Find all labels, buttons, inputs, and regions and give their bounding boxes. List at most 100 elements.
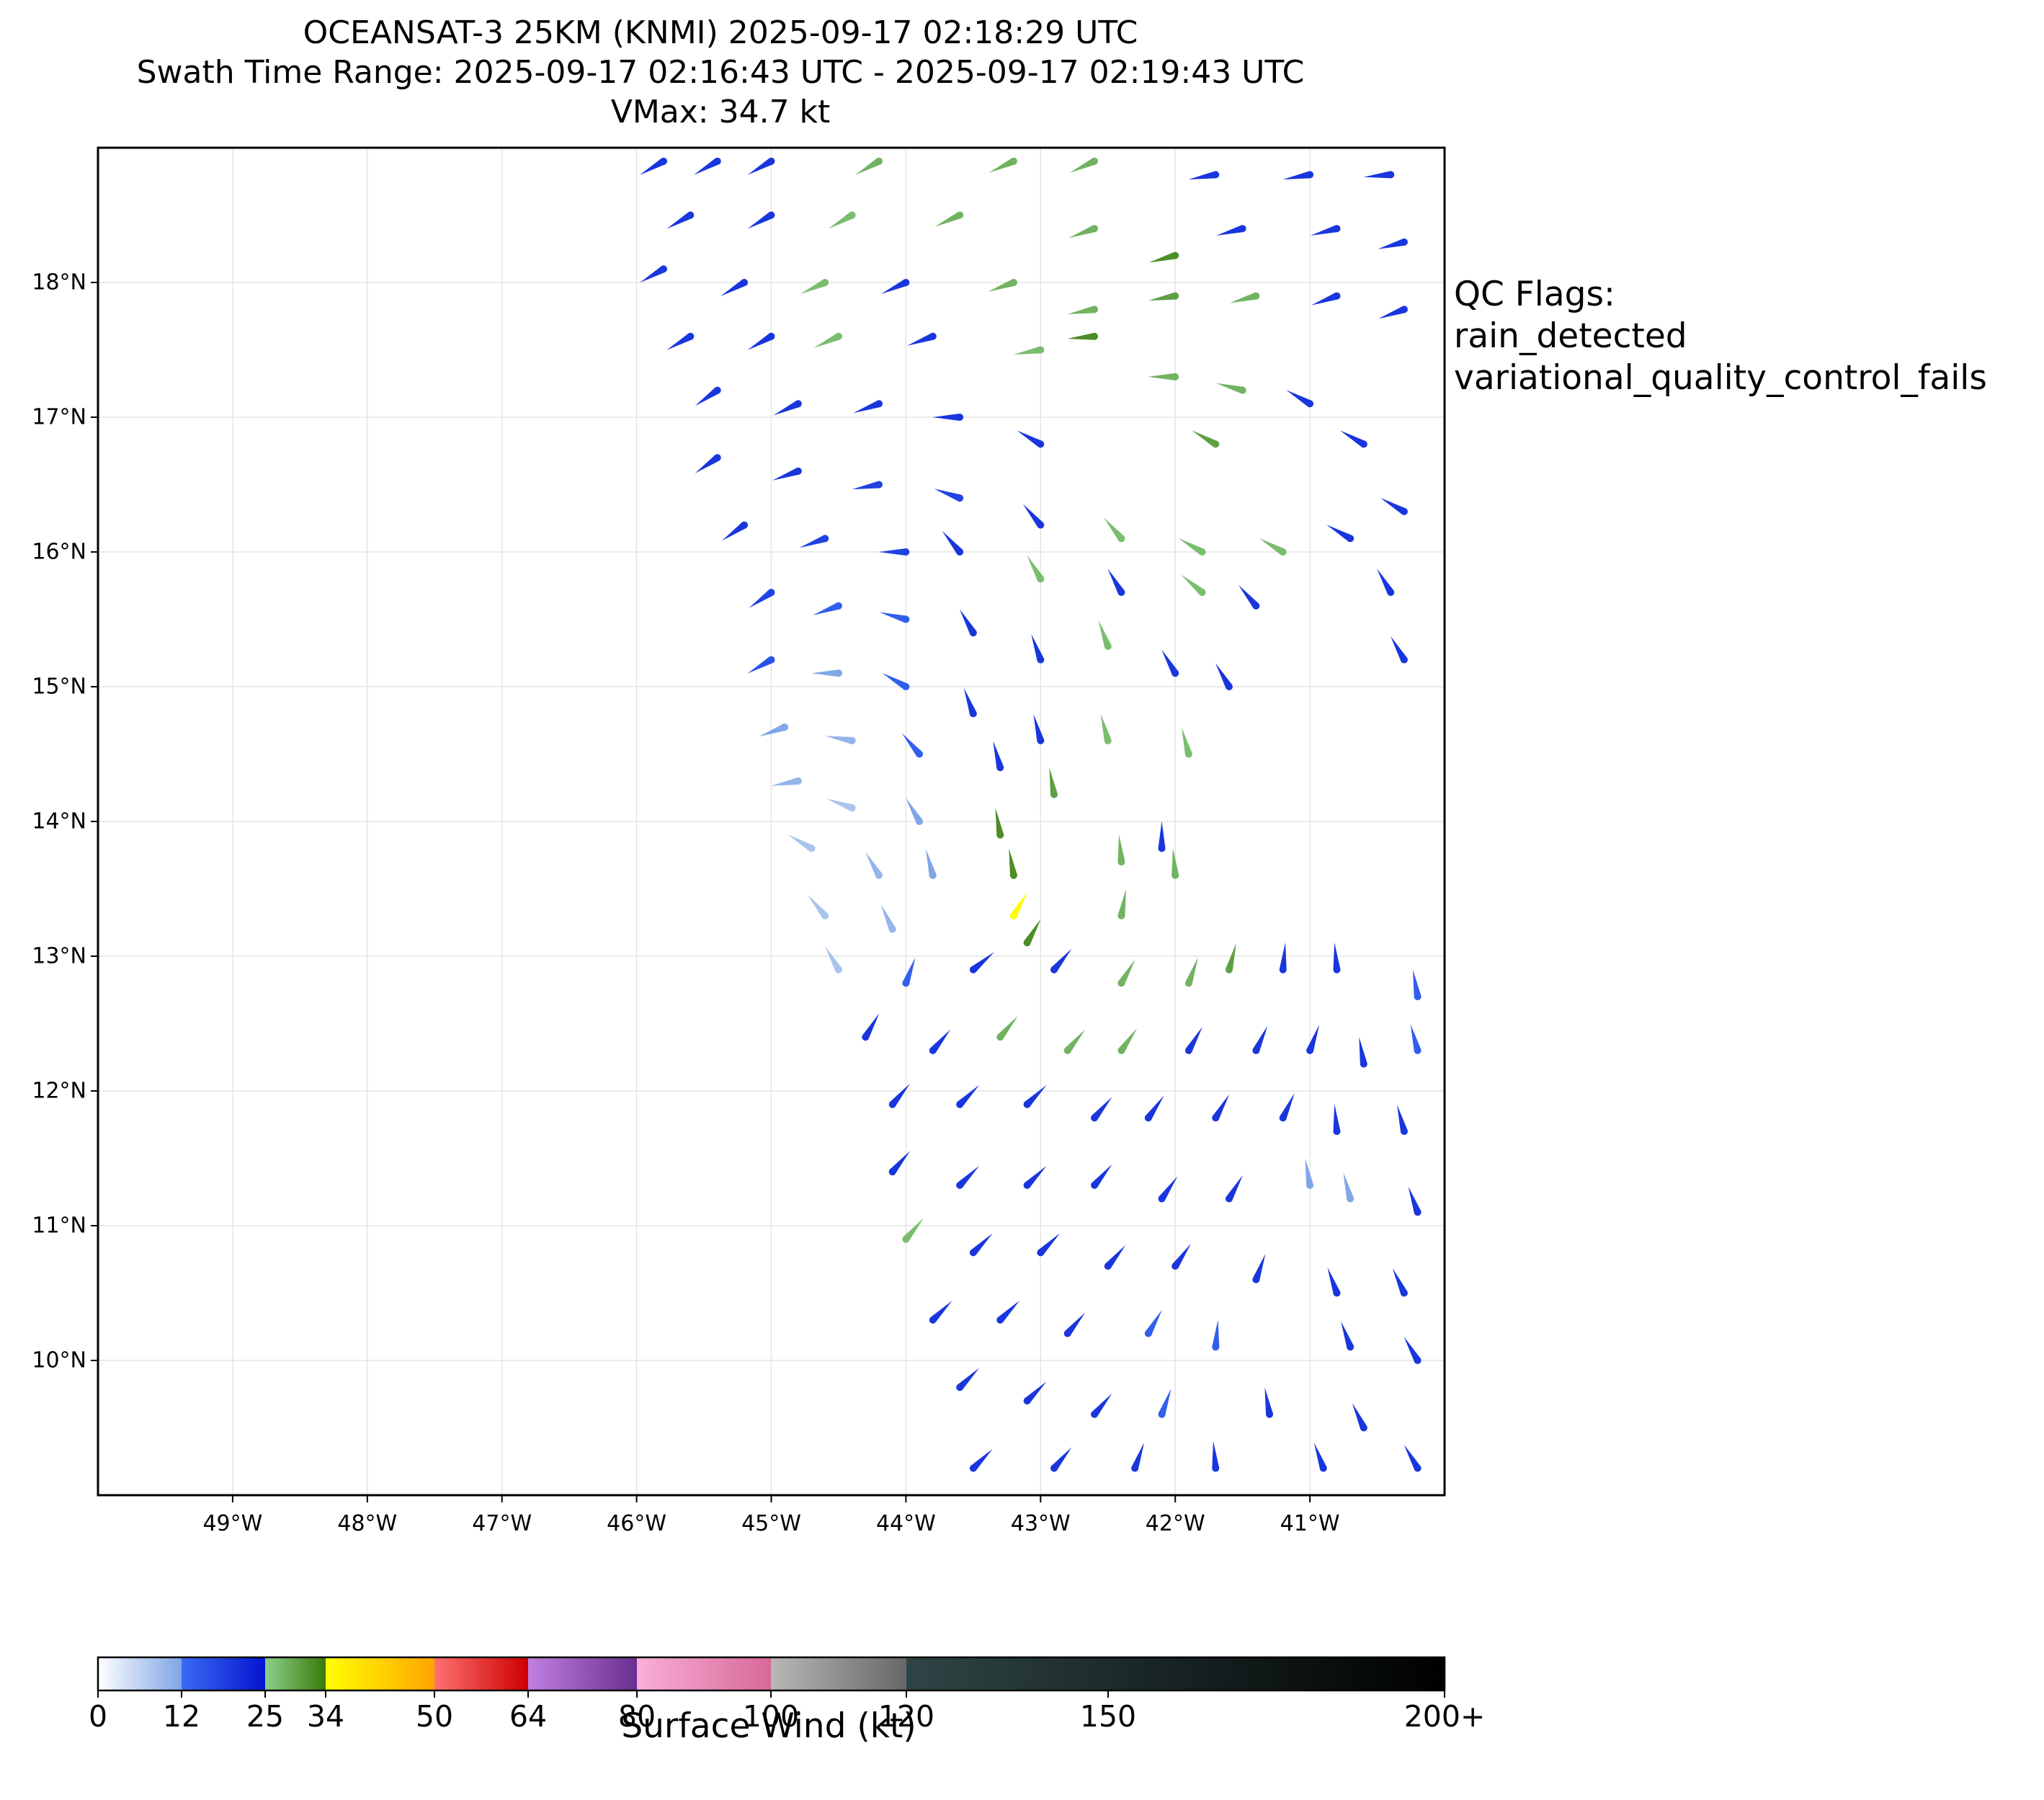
wind-vector-base	[713, 386, 721, 394]
wind-vector-shaft	[1145, 1309, 1162, 1336]
wind-vector	[1069, 157, 1099, 173]
wind-vector-shaft	[889, 1083, 911, 1107]
wind-vector-shaft	[1280, 1092, 1295, 1120]
wind-vector-base	[1347, 1343, 1355, 1351]
wind-vector	[1009, 891, 1027, 919]
wind-vector-base	[659, 265, 667, 273]
wind-vector-shaft	[1252, 1254, 1266, 1281]
wind-vector-shaft	[1279, 942, 1287, 971]
wind-vector	[934, 489, 964, 502]
wind-vector-base	[1333, 225, 1341, 233]
wind-vector	[1161, 649, 1179, 677]
wind-vector-base	[1360, 1060, 1367, 1068]
wind-vector	[1158, 1176, 1178, 1203]
wind-vector	[1215, 383, 1246, 394]
wind-vector	[995, 808, 1004, 839]
wind-vector-shaft	[747, 333, 773, 350]
wind-vector	[1413, 969, 1422, 1001]
plot-title: OCEANSAT-3 25KM (KNMI) 2025-09-17 02:18:…	[0, 13, 1441, 132]
lat-tick-label: 15°N	[32, 674, 86, 700]
wind-vector-shaft	[1092, 1393, 1112, 1417]
lon-tick-label: 48°W	[337, 1511, 398, 1536]
wind-vector-shaft	[1051, 1447, 1072, 1471]
colorbar-segment	[637, 1657, 771, 1690]
wind-vector	[932, 414, 964, 421]
wind-vector	[1212, 1319, 1220, 1351]
wind-vector-shaft	[1104, 1244, 1126, 1269]
wind-vector	[747, 211, 775, 229]
wind-vector-base	[1414, 1046, 1422, 1054]
wind-vector-shaft	[1158, 821, 1166, 849]
colorbar-segment	[771, 1657, 906, 1690]
wind-vector-shaft	[1212, 1440, 1220, 1469]
wind-vector-shaft	[853, 400, 880, 414]
wind-vector-shaft	[997, 1301, 1020, 1323]
wind-vector	[925, 849, 937, 879]
colorbar-segment	[265, 1657, 326, 1690]
wind-vector	[1171, 847, 1179, 879]
colorbar-tick-label: 50	[415, 1699, 454, 1734]
wind-vector-base	[956, 548, 964, 556]
wind-vector-base	[1400, 1128, 1408, 1136]
wind-vector-shaft	[1025, 1166, 1047, 1188]
wind-vector-shaft	[970, 1233, 993, 1255]
wind-vector	[640, 265, 667, 283]
wind-vector-shaft	[889, 1151, 911, 1175]
wind-vector-shaft	[988, 279, 1015, 292]
wind-vector	[1225, 1175, 1243, 1203]
wind-vectors	[640, 157, 1422, 1472]
wind-vector	[811, 669, 842, 677]
wind-vector-base	[1158, 845, 1166, 852]
wind-vector-shaft	[1017, 430, 1043, 447]
wind-vector-base	[875, 481, 883, 489]
wind-vector-base	[848, 736, 856, 744]
wind-vector	[1182, 727, 1192, 758]
wind-vector-shaft	[1100, 714, 1112, 742]
wind-vector-shaft	[1049, 767, 1058, 796]
wind-vector-base	[767, 589, 775, 597]
wind-vector-shaft	[721, 522, 746, 541]
wind-vector-base	[969, 1249, 977, 1257]
wind-vector-shaft	[826, 798, 854, 811]
wind-vector-base	[969, 710, 977, 718]
wind-vector-shaft	[666, 212, 692, 229]
wind-vector	[1104, 1244, 1126, 1270]
lon-tick-label: 44°W	[875, 1511, 936, 1536]
qc-flag-rain: rain_detected	[1454, 316, 1687, 356]
wind-vector-shaft	[747, 656, 773, 674]
wind-vector-base	[767, 157, 775, 165]
colorbar-tick-label: 150	[1079, 1699, 1137, 1734]
wind-vector-base	[1091, 332, 1099, 340]
wind-vector-base	[1306, 1046, 1314, 1054]
wind-vector	[1017, 430, 1045, 448]
wind-vector-base	[1104, 1262, 1112, 1270]
wind-vector	[1117, 888, 1127, 919]
wind-vector	[1363, 171, 1395, 179]
wind-vector-base	[1306, 1181, 1314, 1189]
wind-vector	[1215, 663, 1233, 690]
wind-vector	[1027, 555, 1045, 583]
wind-vector-shaft	[1051, 948, 1072, 972]
wind-vector-shaft	[1027, 555, 1044, 581]
colorbar-tick-label: 100	[742, 1699, 800, 1734]
wind-vector-shaft	[970, 1448, 993, 1471]
colorbar-tick-label: 80	[617, 1699, 656, 1734]
wind-vector-base	[1184, 979, 1192, 987]
wind-vector	[1178, 538, 1206, 556]
wind-vector-base	[1400, 238, 1408, 246]
wind-vector-shaft	[1107, 569, 1125, 594]
wind-vector-shaft	[695, 455, 720, 473]
wind-vector-base	[1252, 1046, 1260, 1054]
wind-vector-base	[1117, 858, 1125, 866]
lat-tick-label: 13°N	[32, 943, 86, 969]
wind-vector	[1013, 346, 1045, 355]
wind-vector	[666, 332, 695, 350]
wind-vector	[1022, 504, 1045, 529]
wind-vector-shaft	[925, 849, 937, 877]
wind-vector-base	[1306, 171, 1314, 179]
wind-vector-base	[1347, 535, 1355, 543]
wind-vector-shaft	[970, 952, 994, 973]
wind-vector-base	[794, 467, 802, 475]
wind-vector-shaft	[1326, 525, 1352, 542]
wind-vector	[862, 1013, 880, 1041]
